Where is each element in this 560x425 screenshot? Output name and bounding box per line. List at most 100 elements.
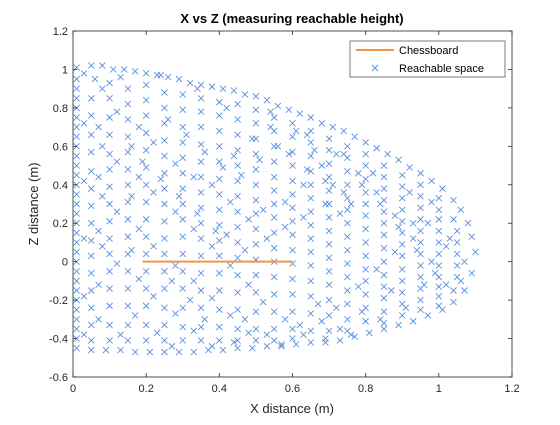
reachable-point	[241, 246, 249, 254]
reachable-point	[373, 189, 380, 196]
reachable-point	[106, 200, 113, 208]
reachable-point	[219, 346, 227, 354]
reachable-point	[219, 85, 227, 92]
reachable-point	[124, 267, 132, 275]
chart-title: X vs Z (measuring reachable height)	[180, 11, 403, 26]
reachable-point	[172, 262, 179, 269]
reachable-point	[333, 150, 340, 158]
reachable-point	[380, 308, 388, 315]
reachable-point	[307, 194, 315, 202]
reachable-point	[333, 304, 340, 312]
reachable-point	[325, 146, 333, 154]
reachable-point	[98, 192, 106, 200]
reachable-point	[292, 127, 300, 135]
reachable-point	[285, 150, 293, 158]
reachable-point	[216, 158, 223, 166]
reachable-point	[369, 169, 377, 177]
reachable-point	[318, 162, 326, 169]
reachable-point	[95, 316, 102, 323]
reachable-point	[311, 146, 318, 154]
reachable-point	[289, 246, 296, 254]
reachable-point	[457, 206, 465, 214]
reachable-point	[197, 287, 205, 294]
reachable-point	[91, 75, 99, 83]
reachable-point	[344, 316, 351, 323]
reachable-point	[135, 123, 143, 131]
reachable-point	[146, 348, 154, 356]
reachable-point	[95, 123, 102, 131]
reachable-point	[106, 321, 113, 329]
reachable-point	[263, 331, 271, 339]
reachable-point	[270, 291, 278, 298]
reachable-point	[150, 292, 157, 300]
reachable-point	[336, 337, 344, 344]
reachable-point	[153, 329, 161, 337]
reachable-point	[161, 200, 168, 208]
reachable-point	[362, 150, 369, 158]
reachable-point	[234, 131, 241, 139]
reachable-point	[179, 323, 187, 331]
reachable-point	[325, 227, 333, 235]
reachable-point	[267, 123, 274, 131]
reachable-point	[252, 337, 260, 344]
reachable-point	[186, 296, 194, 304]
reachable-point	[234, 239, 241, 246]
reachable-point	[161, 185, 168, 192]
reachable-point	[197, 323, 205, 331]
reachable-point	[252, 181, 260, 189]
x-tick-label: 0.6	[285, 383, 300, 395]
reachable-point	[325, 214, 333, 221]
reachable-point	[362, 139, 369, 146]
x-tick-label: 0.2	[139, 383, 154, 395]
reachable-point	[106, 285, 113, 292]
reachable-point	[398, 252, 406, 260]
reachable-point	[380, 231, 388, 239]
x-tick-label: 1.2	[504, 383, 519, 395]
reachable-point	[424, 312, 432, 319]
reachable-point	[73, 239, 80, 246]
reachable-point	[300, 331, 307, 339]
reachable-point	[150, 242, 157, 250]
reachable-point	[263, 235, 271, 242]
reachable-point	[428, 177, 435, 185]
reachable-point	[179, 154, 187, 162]
reachable-point	[142, 321, 150, 329]
reachable-point	[318, 119, 326, 127]
y-ticks: -0.6 -0.4 -0.2 0 0.2 0.4 0.6 0.8 1 1.2	[49, 26, 512, 384]
reachable-point	[73, 191, 80, 198]
reachable-point	[398, 277, 406, 285]
reachable-point	[417, 181, 424, 189]
reachable-point	[325, 254, 333, 262]
reachable-point	[259, 206, 267, 214]
reachable-point	[270, 244, 278, 252]
reachable-point	[340, 189, 348, 196]
reachable-point	[362, 239, 369, 246]
reachable-point	[106, 79, 113, 87]
reachable-point	[216, 287, 223, 294]
reachable-point	[197, 204, 205, 212]
reachable-point	[274, 102, 282, 110]
reachable-point	[161, 104, 168, 112]
reachable-point	[252, 106, 260, 114]
reachable-point	[131, 348, 139, 356]
reachable-point	[164, 73, 172, 81]
reachable-point	[179, 106, 187, 114]
reachable-point	[230, 152, 238, 160]
reachable-point	[190, 327, 198, 335]
reachable-point	[270, 114, 278, 121]
reachable-point	[216, 191, 223, 198]
reachable-point	[270, 308, 278, 315]
reachable-point	[263, 342, 271, 350]
reachable-point	[344, 246, 351, 254]
reachable-point	[428, 258, 435, 265]
reachable-point	[263, 96, 271, 104]
reachable-point	[172, 310, 179, 317]
reachable-point	[234, 344, 241, 352]
reachable-point	[300, 214, 307, 221]
reachable-point	[380, 162, 388, 169]
reachable-point	[307, 114, 315, 121]
reachable-point	[183, 131, 190, 139]
reachable-point	[387, 287, 395, 294]
reachable-point	[179, 285, 187, 292]
reachable-point	[307, 310, 315, 317]
